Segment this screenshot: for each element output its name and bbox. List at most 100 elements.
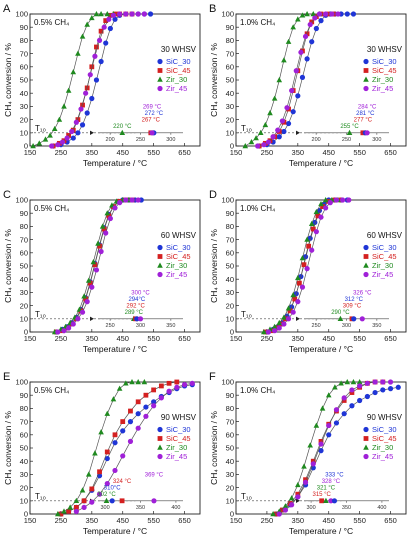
data-point-sic-45 <box>75 117 81 122</box>
x-tick-label: 650 <box>384 516 397 525</box>
data-point-sic-45 <box>349 390 355 395</box>
data-point-zir-45 <box>279 118 285 124</box>
chart-panel-f: F 0 10 20 30 40 50 60 70 80 90 100 150 250 350 450 550 65… <box>209 371 407 536</box>
data-point-sic-30 <box>93 77 100 83</box>
data-point-zir-45 <box>276 325 282 331</box>
legend-label-sic-45: SiC_45 <box>372 252 397 261</box>
data-point-zir-45 <box>372 379 378 385</box>
data-point-zir-45 <box>135 11 141 17</box>
series-fit-line-sic-45 <box>259 13 334 147</box>
inset-point-sic-45 <box>119 498 125 504</box>
data-point-zir-30 <box>42 136 49 142</box>
data-point-sic-45 <box>318 439 324 444</box>
legend-marker-sic-30 <box>363 426 369 433</box>
x-tick-label: 450 <box>116 334 129 343</box>
y-tick-label: 90 <box>20 23 28 32</box>
x-tick-label: 250 <box>261 334 274 343</box>
data-point-zir-45 <box>158 395 164 401</box>
y-tick-label: 50 <box>226 76 234 85</box>
y-tick-label: 40 <box>20 275 28 284</box>
y-tick-label: 50 <box>20 76 28 85</box>
legend-label-zir-30: Zir_30 <box>372 443 393 452</box>
legend-label-sic-30: SiC_30 <box>372 425 397 434</box>
data-point-zir-45 <box>79 309 86 315</box>
data-point-zir-30 <box>290 292 296 298</box>
series-fit-line-zir-30 <box>54 199 129 333</box>
data-point-zir-45 <box>323 11 329 17</box>
t10-label: T₁₀ <box>35 492 46 501</box>
inset-tick-label: 200 <box>312 137 321 143</box>
whsv-label: 90 WHSV <box>161 413 197 422</box>
data-point-zir-45 <box>93 267 100 273</box>
y-tick-label: 90 <box>226 23 234 32</box>
data-point-zir-45 <box>166 388 172 394</box>
data-point-sic-30 <box>290 109 296 115</box>
x-axis-label: Temperature / °C <box>289 344 353 354</box>
legend-label-sic-45: SiC_45 <box>166 434 191 443</box>
data-point-zir-30 <box>55 511 61 517</box>
y-tick-label: 80 <box>226 36 234 45</box>
data-point-sic-30 <box>104 455 110 462</box>
panel-letter: A <box>3 3 11 15</box>
data-point-zir-30 <box>271 323 278 329</box>
t10-label: T₁₀ <box>35 310 46 319</box>
legend-marker-sic-45 <box>363 68 369 73</box>
inset-tick-label: 300 <box>136 323 145 329</box>
data-point-zir-45 <box>312 15 318 21</box>
data-point-zir-30 <box>81 293 87 299</box>
t10-arrow <box>90 316 94 321</box>
panel-letter: C <box>3 189 11 201</box>
data-point-sic-30 <box>395 384 401 390</box>
y-tick-label: 30 <box>20 288 28 297</box>
data-point-sic-45 <box>81 498 87 504</box>
inset-tick-label: 250 <box>136 137 145 143</box>
data-point-zir-45 <box>127 438 134 444</box>
y-tick-label: 20 <box>20 301 28 310</box>
y-tick-label: 70 <box>20 235 28 244</box>
y-tick-label: 50 <box>226 262 234 271</box>
data-point-zir-45 <box>129 11 135 17</box>
data-point-zir-45 <box>255 143 261 149</box>
data-point-sic-45 <box>166 380 172 386</box>
data-point-zir-45 <box>117 200 123 206</box>
y-axis-label: CH₄ conversion / % <box>209 411 219 485</box>
data-point-zir-30 <box>95 240 101 246</box>
legend-label-zir-45: Zir_45 <box>166 84 187 93</box>
data-point-zir-45 <box>103 230 109 236</box>
inset-tick-label: 250 <box>106 323 115 329</box>
y-tick-label: 100 <box>15 196 28 205</box>
y-tick-label: 60 <box>226 63 234 72</box>
data-point-sic-30 <box>387 386 394 392</box>
data-point-zir-45 <box>75 316 81 322</box>
data-point-zir-30 <box>99 223 106 229</box>
x-tick-label: 350 <box>292 148 305 157</box>
data-point-zir-30 <box>30 143 36 149</box>
data-point-zir-45 <box>112 467 118 474</box>
data-point-zir-30 <box>47 132 53 138</box>
data-point-zir-45 <box>78 106 84 112</box>
data-point-sic-45 <box>107 12 113 18</box>
legend-label-zir-30: Zir_30 <box>166 443 187 452</box>
data-point-zir-30 <box>304 236 310 242</box>
y-tick-label: 100 <box>221 378 234 387</box>
data-point-zir-45 <box>276 511 282 517</box>
data-point-zir-45 <box>272 328 278 334</box>
data-point-sic-30 <box>318 448 324 454</box>
t10-arrow <box>90 130 94 135</box>
series-fit-line-sic-45 <box>60 381 177 515</box>
data-point-zir-45 <box>89 284 95 290</box>
legend-label-sic-30: SiC_30 <box>372 243 397 252</box>
data-point-zir-30 <box>350 379 357 385</box>
data-point-zir-45 <box>275 127 281 133</box>
y-tick-label: 60 <box>226 249 234 258</box>
y-tick-label: 100 <box>15 378 28 387</box>
inset-value-label: 328 °C <box>322 479 341 485</box>
data-point-zir-45 <box>151 403 157 409</box>
data-point-zir-30 <box>90 259 97 265</box>
data-point-zir-30 <box>141 379 148 385</box>
x-tick-label: 350 <box>86 516 99 525</box>
legend-label-sic-30: SiC_30 <box>166 243 191 252</box>
y-tick-label: 80 <box>20 404 28 413</box>
x-tick-label: 650 <box>178 334 191 343</box>
data-point-sic-45 <box>104 449 110 455</box>
